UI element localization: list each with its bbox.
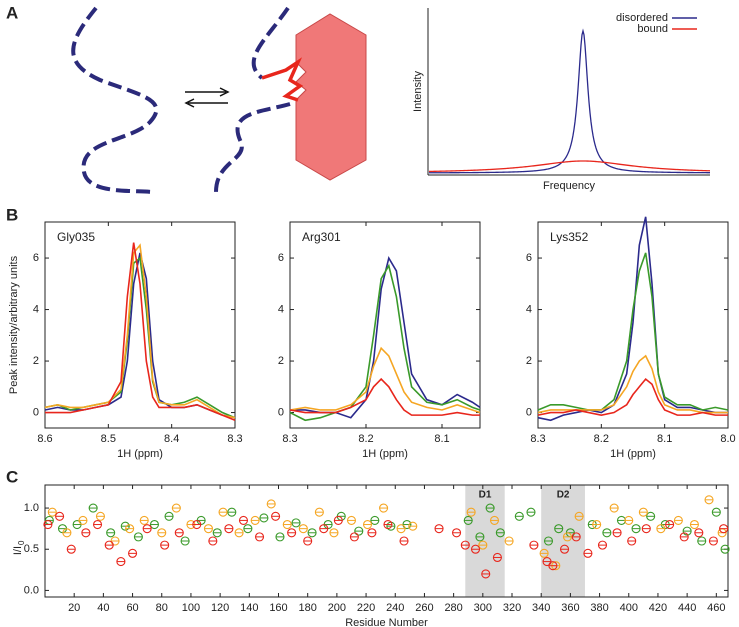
x-tick-label: 380 <box>590 602 608 614</box>
spectrum-line <box>289 377 480 416</box>
spectrum-line <box>537 354 728 414</box>
x-tick-label: 8.2 <box>358 433 373 445</box>
schematic <box>71 6 367 194</box>
x-tick-label: 140 <box>240 602 258 614</box>
panel-label: C <box>6 467 18 486</box>
panel-label: B <box>6 205 18 224</box>
y-tick-label: 6 <box>526 252 532 264</box>
bound-chain <box>214 102 291 193</box>
x-tick-label: 8.0 <box>720 433 735 445</box>
bound-chain <box>251 6 290 80</box>
disordered-chain <box>71 6 159 194</box>
spectrum-line <box>537 216 728 422</box>
spectrum-line <box>44 252 236 419</box>
x-tick-label: 340 <box>532 602 550 614</box>
y-tick-label: 2 <box>278 355 284 367</box>
legend-label: disordered <box>616 12 668 24</box>
x-tick-label: 60 <box>126 602 138 614</box>
x-axis-label: 1H (ppm) <box>117 448 163 460</box>
x-tick-label: 360 <box>561 602 579 614</box>
x-tick-label: 8.1 <box>657 433 672 445</box>
x-tick-label: 8.1 <box>434 433 449 445</box>
curve <box>428 160 711 173</box>
legend-label: bound <box>637 23 668 35</box>
arrowhead <box>219 87 230 97</box>
bound-segment <box>261 57 304 102</box>
x-tick-label: 460 <box>707 602 725 614</box>
x-tick-label: 180 <box>299 602 317 614</box>
x-tick-label: 220 <box>357 602 375 614</box>
y-tick-label: 1.0 <box>24 502 39 514</box>
panel-label: A <box>6 3 18 22</box>
region-label: D1 <box>479 490 492 501</box>
x-tick-label: 280 <box>444 602 462 614</box>
spectrum-line <box>289 263 481 422</box>
panel-title: Gly035 <box>57 230 95 244</box>
y-tick-label: 6 <box>33 252 39 264</box>
y-axis-label-sub: 0 <box>17 540 26 545</box>
y-tick-label: 2 <box>526 355 532 367</box>
x-tick-label: 100 <box>182 602 200 614</box>
x-tick-label: 420 <box>649 602 667 614</box>
arrowhead <box>184 98 195 108</box>
y-tick-label: 0.0 <box>24 584 39 596</box>
x-axis-label: 1H (ppm) <box>362 448 408 460</box>
y-axis-label: I/I <box>12 546 24 555</box>
x-axis-label: Residue Number <box>345 617 428 627</box>
region-label: D2 <box>557 490 570 501</box>
x-tick-label: 200 <box>328 602 346 614</box>
y-tick-label: 4 <box>278 303 284 315</box>
plot-frame <box>44 221 236 429</box>
x-tick-label: 20 <box>68 602 80 614</box>
x-tick-label: 120 <box>211 602 229 614</box>
x-tick-label: 8.6 <box>37 433 52 445</box>
y-axis-label: Intensity <box>412 71 424 112</box>
y-tick-label: 4 <box>526 303 532 315</box>
plot-frame <box>44 484 729 598</box>
panel-title: Arg301 <box>302 230 341 244</box>
spectrum-line <box>537 252 729 411</box>
x-tick-label: 240 <box>386 602 404 614</box>
x-tick-label: 300 <box>474 602 492 614</box>
spectrum-line <box>537 377 728 416</box>
y-tick-label: 2 <box>33 355 39 367</box>
x-axis-label: Frequency <box>543 180 595 192</box>
y-tick-label: 0 <box>278 406 284 418</box>
x-tick-label: 40 <box>97 602 109 614</box>
protein <box>295 13 367 181</box>
plot-frame <box>289 221 481 429</box>
x-tick-label: 8.3 <box>227 433 242 445</box>
x-tick-label: 8.2 <box>594 433 609 445</box>
spectrum-line <box>45 242 236 422</box>
x-tick-label: 8.3 <box>282 433 297 445</box>
y-tick-label: 4 <box>33 303 39 315</box>
x-axis-label: 1H (ppm) <box>610 448 656 460</box>
y-tick-label: 0.5 <box>24 543 39 555</box>
domain-region <box>465 485 505 597</box>
plot-frame <box>537 221 729 429</box>
x-tick-label: 400 <box>620 602 638 614</box>
x-tick-label: 320 <box>503 602 521 614</box>
x-tick-label: 8.3 <box>530 433 545 445</box>
spectrum-line <box>44 243 236 419</box>
panel-title: Lys352 <box>550 230 589 244</box>
x-tick-label: 80 <box>156 602 168 614</box>
spectrum-line <box>290 255 481 419</box>
y-tick-label: 6 <box>278 252 284 264</box>
y-tick-label: 0 <box>526 406 532 418</box>
x-tick-label: 160 <box>269 602 287 614</box>
x-tick-label: 440 <box>678 602 696 614</box>
y-axis-label: Peak intensity/arbitrary units <box>8 255 20 394</box>
x-tick-label: 260 <box>415 602 433 614</box>
x-tick-label: 8.4 <box>164 433 179 445</box>
spectrum-line <box>289 346 481 414</box>
curve <box>429 28 710 174</box>
x-tick-label: 8.5 <box>101 433 116 445</box>
y-tick-label: 0 <box>33 406 39 418</box>
